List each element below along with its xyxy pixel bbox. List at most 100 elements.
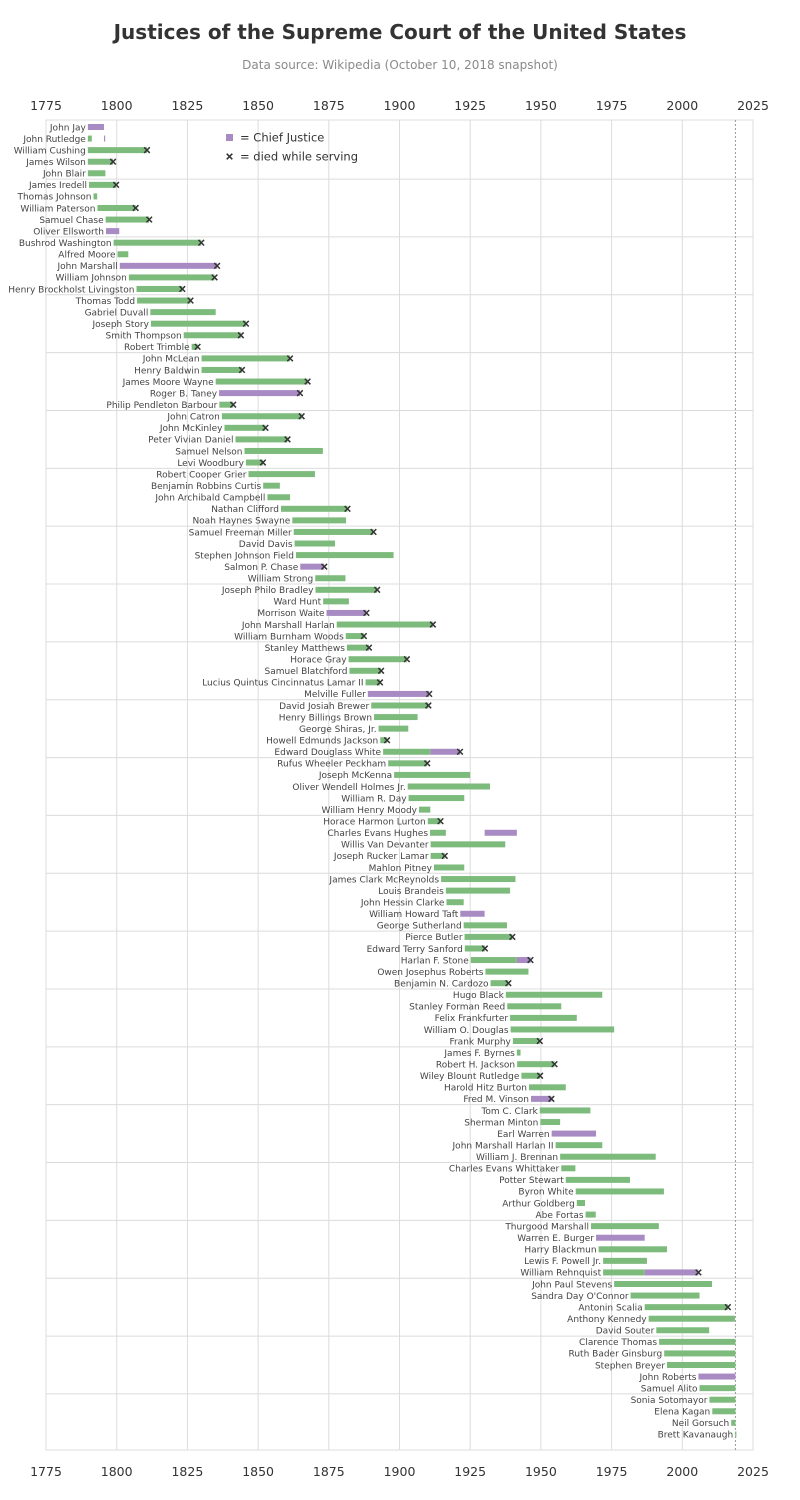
associate-justice-bar bbox=[244, 447, 323, 454]
associate-justice-bar bbox=[201, 355, 291, 362]
chart-subtitle: Data source: Wikipedia (October 10, 2018… bbox=[242, 58, 558, 72]
justice-name-label: Arthur Goldberg bbox=[502, 1199, 575, 1209]
associate-justice-bar bbox=[346, 644, 369, 651]
justice-name-label: Warren E. Burger bbox=[517, 1234, 594, 1244]
associate-justice-bar bbox=[201, 366, 242, 373]
associate-justice-bar bbox=[348, 656, 407, 663]
justice-name-label: Thomas Johnson bbox=[16, 193, 91, 203]
justice-name-label: Oliver Ellsworth bbox=[33, 227, 104, 237]
chief-justice-bar bbox=[644, 1269, 699, 1276]
legend-chief-label: = Chief Justice bbox=[240, 131, 324, 145]
justice-name-label: Samuel Nelson bbox=[175, 447, 242, 457]
associate-justice-bar bbox=[315, 586, 378, 593]
associate-justice-bar bbox=[505, 991, 603, 998]
x-tick-label-bottom: 1875 bbox=[313, 1464, 345, 1479]
justice-name-label: Frank Murphy bbox=[449, 1037, 511, 1047]
associate-justice-bar bbox=[267, 494, 291, 501]
justice-name-label: Stanley Matthews bbox=[265, 644, 346, 654]
justice-name-label: John Jay bbox=[49, 123, 87, 133]
associate-justice-bar bbox=[292, 517, 347, 524]
justice-name-label: Antonin Scalia bbox=[578, 1303, 642, 1313]
died-while-serving-marker bbox=[304, 378, 311, 385]
associate-justice-bar bbox=[565, 1176, 630, 1183]
associate-justice-bar bbox=[517, 1061, 555, 1068]
died-while-serving-marker bbox=[237, 331, 245, 339]
justice-name-label: Charles Evans Hughes bbox=[327, 829, 428, 839]
chief-justice-bar bbox=[105, 228, 120, 235]
died-while-serving-marker bbox=[298, 412, 305, 420]
justice-name-label: John Paul Stevens bbox=[531, 1280, 612, 1290]
justice-name-label: John Rutledge bbox=[22, 135, 86, 145]
justice-name-label: Mahlon Pitney bbox=[369, 864, 433, 874]
justice-name-label: Anthony Kennedy bbox=[567, 1315, 647, 1325]
x-tick-label-top: 1900 bbox=[384, 98, 416, 113]
justice-name-label: Thurgood Marshall bbox=[504, 1222, 589, 1232]
justice-name-label: Levi Woodbury bbox=[177, 459, 244, 469]
associate-justice-bar bbox=[345, 633, 364, 640]
chief-justice-bar bbox=[531, 1095, 552, 1102]
associate-justice-bar bbox=[576, 1200, 586, 1207]
justice-name-label: Willis Van Devanter bbox=[341, 841, 429, 851]
associate-justice-bar bbox=[224, 424, 266, 431]
died-while-serving-marker bbox=[551, 1060, 558, 1068]
associate-justice-bar bbox=[512, 1038, 540, 1045]
associate-justice-bar bbox=[408, 795, 465, 802]
justice-name-label: John Catron bbox=[166, 413, 219, 423]
justice-name-label: John Marshall bbox=[56, 262, 117, 272]
justice-name-label: William O. Douglas bbox=[424, 1026, 509, 1036]
associate-justice-bar bbox=[88, 181, 117, 188]
associate-justice-bar bbox=[294, 540, 336, 547]
associate-justice-bar bbox=[430, 852, 445, 859]
associate-justice-bar bbox=[712, 1408, 736, 1415]
justice-name-label: Harry Blackmun bbox=[524, 1246, 596, 1256]
justice-name-label: Joseph McKenna bbox=[318, 771, 392, 781]
justice-name-label: James Iredell bbox=[28, 181, 87, 191]
x-tick-label-top: 1850 bbox=[242, 98, 274, 113]
associate-justice-bar bbox=[560, 1153, 656, 1160]
justice-name-label: Thomas Todd bbox=[75, 297, 135, 307]
justice-name-label: William Rehnquist bbox=[520, 1269, 601, 1279]
x-tick-label-bottom: 1800 bbox=[101, 1464, 133, 1479]
associate-justice-bar bbox=[603, 1269, 645, 1276]
associate-justice-bar bbox=[97, 204, 136, 211]
legend-died-marker bbox=[226, 153, 233, 160]
associate-justice-bar bbox=[245, 459, 263, 466]
justice-name-label: George Sutherland bbox=[377, 922, 462, 932]
associate-justice-bar bbox=[349, 667, 382, 674]
died-while-serving-marker bbox=[229, 401, 237, 409]
justice-name-label: Horace Gray bbox=[290, 656, 347, 666]
x-tick-label-top: 2000 bbox=[666, 98, 698, 113]
died-while-serving-marker bbox=[112, 181, 120, 189]
died-while-serving-marker bbox=[373, 586, 381, 594]
associate-justice-bar bbox=[150, 320, 246, 327]
justice-name-label: Samuel Alito bbox=[641, 1384, 698, 1394]
associate-justice-bar bbox=[113, 239, 202, 246]
associate-justice-bar bbox=[117, 251, 129, 258]
x-tick-label-top: 1975 bbox=[596, 98, 628, 113]
chief-justice-bar bbox=[87, 124, 104, 130]
associate-justice-bar bbox=[731, 1419, 736, 1426]
x-tick-label-top: 1950 bbox=[525, 98, 557, 113]
justice-name-label: Clarence Thomas bbox=[579, 1338, 657, 1348]
died-while-serving-marker bbox=[238, 366, 246, 374]
associate-justice-bar bbox=[380, 737, 388, 744]
justice-name-label: John McLean bbox=[142, 355, 200, 365]
associate-justice-bar bbox=[378, 725, 409, 732]
x-tick-label-top: 2025 bbox=[737, 98, 769, 113]
justice-name-label: Salmon P. Chase bbox=[224, 563, 299, 573]
justice-name-label: John Hessin Clarke bbox=[360, 898, 445, 908]
associate-justice-bar bbox=[507, 1003, 562, 1010]
associate-justice-bar bbox=[585, 1211, 596, 1218]
chief-justice-bar bbox=[596, 1234, 645, 1241]
x-tick-label-top: 1800 bbox=[101, 98, 133, 113]
died-while-serving-marker bbox=[365, 644, 373, 651]
justice-name-label: Melville Fuller bbox=[304, 690, 366, 700]
justice-name-label: William R. Day bbox=[341, 794, 407, 804]
justice-name-label: Philip Pendleton Barbour bbox=[106, 401, 217, 411]
justice-name-label: William Henry Moody bbox=[321, 806, 417, 816]
chief-justice-bar bbox=[430, 748, 461, 755]
justice-name-label: Harold Hitz Burton bbox=[444, 1084, 527, 1094]
justice-name-label: John McKinley bbox=[159, 424, 223, 434]
associate-justice-bar bbox=[445, 887, 511, 894]
x-tick-label-bottom: 2025 bbox=[737, 1464, 769, 1479]
